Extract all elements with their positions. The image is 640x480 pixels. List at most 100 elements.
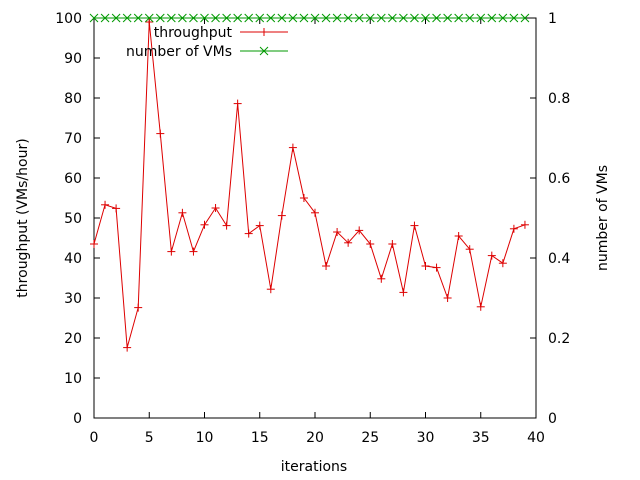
data-point	[222, 13, 231, 23]
data-point	[111, 13, 121, 23]
data-point	[255, 13, 265, 23]
legend-swatch-marker	[259, 46, 269, 56]
y2-tick-label: 0.6	[548, 171, 570, 187]
y-tick-label: 60	[64, 171, 82, 187]
y-tick-label: 10	[64, 371, 82, 387]
data-point	[487, 251, 496, 260]
data-point	[509, 13, 519, 23]
data-point	[233, 99, 242, 108]
data-point	[155, 13, 165, 23]
data-point	[288, 143, 297, 152]
x-tick-label: 40	[527, 430, 545, 446]
data-point	[520, 220, 529, 229]
series-number-of-vms	[89, 13, 530, 23]
legend: throughput number of VMs	[126, 25, 288, 60]
y-tick-label: 20	[64, 331, 82, 347]
data-point	[365, 13, 375, 23]
y-tick-label: 50	[64, 211, 82, 227]
series-throughput	[90, 18, 529, 352]
data-point	[498, 259, 507, 268]
data-point	[211, 204, 220, 212]
data-point	[189, 247, 198, 256]
series-line	[93, 21, 526, 348]
data-point	[498, 13, 508, 23]
data-point	[122, 13, 132, 23]
x-tick-label: 30	[417, 430, 435, 446]
data-point	[288, 13, 298, 23]
plot-border	[93, 17, 537, 419]
data-point	[145, 18, 154, 26]
data-point	[222, 221, 231, 230]
data-point	[399, 13, 408, 23]
data-point	[277, 13, 287, 23]
data-point	[167, 247, 176, 256]
data-point	[200, 13, 209, 23]
y-tick-label: 70	[64, 131, 82, 147]
data-point	[178, 208, 187, 217]
data-point	[244, 229, 253, 238]
data-point	[487, 13, 497, 23]
data-point	[299, 13, 309, 23]
data-point	[133, 13, 143, 23]
x-tick-label: 10	[196, 430, 214, 446]
data-point	[465, 13, 475, 23]
x-tick-label: 35	[472, 430, 490, 446]
data-point	[376, 13, 386, 23]
y2-tick-label: 0	[548, 411, 557, 427]
x-tick-label: 15	[251, 430, 269, 446]
data-point	[310, 13, 320, 23]
data-point	[90, 240, 98, 248]
x-axis-label: iterations	[281, 459, 347, 475]
legend-swatch-marker	[260, 28, 268, 36]
data-point	[432, 263, 441, 272]
data-point	[134, 303, 143, 312]
y2-tick-label: 0.2	[548, 331, 570, 347]
y2-axis-label: number of VMs	[595, 165, 611, 271]
data-point	[211, 13, 220, 23]
data-point	[101, 200, 110, 209]
data-point	[112, 204, 121, 213]
data-point	[266, 285, 275, 294]
data-point	[410, 221, 419, 230]
data-point	[454, 13, 464, 23]
x-tick-label: 25	[361, 430, 379, 446]
y-tick-label: 90	[64, 51, 82, 67]
y2-tick-label: 0.4	[548, 251, 570, 267]
y2-tick-label: 0.8	[548, 91, 570, 107]
data-point	[333, 228, 342, 236]
data-point	[476, 302, 485, 311]
data-point	[520, 13, 530, 23]
x-tick-label: 5	[145, 430, 154, 446]
data-point	[178, 13, 187, 23]
y-tick-label: 80	[64, 91, 82, 107]
legend-label: number of VMs	[126, 44, 232, 60]
data-point	[377, 274, 386, 283]
data-point	[421, 13, 430, 23]
data-point	[299, 194, 308, 202]
y-axis-label: throughput (VMs/hour)	[15, 138, 31, 297]
y-tick-label: 30	[64, 291, 82, 307]
data-point	[244, 13, 254, 23]
data-point	[454, 232, 463, 240]
data-point	[443, 294, 452, 302]
series-layer	[89, 13, 530, 352]
data-point	[410, 13, 419, 23]
data-point	[399, 288, 408, 297]
data-point	[156, 129, 165, 138]
data-point	[476, 13, 486, 23]
data-point	[443, 13, 452, 23]
y-tick-label: 0	[73, 411, 82, 427]
data-point	[266, 13, 276, 23]
data-point	[200, 220, 209, 229]
data-point	[144, 13, 154, 23]
data-point	[233, 13, 243, 23]
data-point	[355, 226, 364, 235]
data-point	[189, 13, 198, 23]
data-point	[366, 240, 375, 248]
data-point	[255, 221, 264, 230]
data-point	[311, 208, 319, 217]
data-point	[89, 13, 99, 23]
data-point	[332, 13, 342, 23]
data-point	[322, 262, 331, 270]
